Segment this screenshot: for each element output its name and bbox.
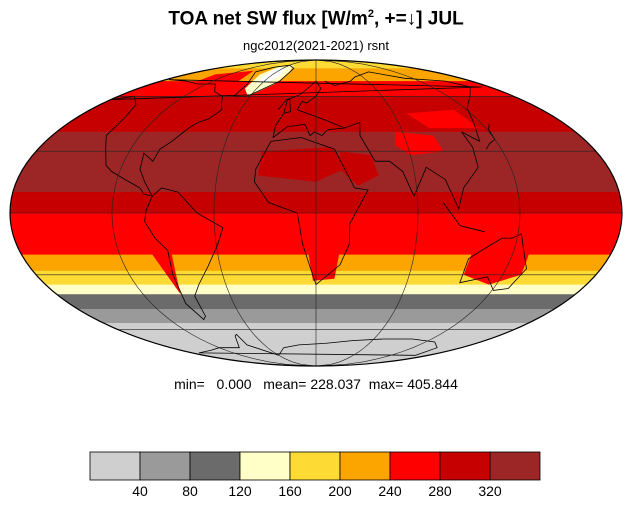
- meridian-line: [213, 60, 317, 366]
- colorbar-swatch: [289, 451, 341, 481]
- colorbar-tick-label: 80: [182, 483, 198, 499]
- asia-coast: [324, 71, 481, 211]
- meridian-line: [315, 60, 419, 366]
- max-value: 405.844: [407, 376, 458, 392]
- greenland-core-patch: [256, 68, 286, 84]
- meridian-line: [315, 60, 521, 366]
- map-title: TOA net SW flux [W/m2, +=↓] JUL: [0, 8, 632, 30]
- colorbar-tick-label: 160: [278, 483, 302, 499]
- colorbar-tick-label: 120: [228, 483, 252, 499]
- east-asia-patch: [406, 109, 479, 128]
- title-superscript: 2: [367, 8, 374, 20]
- colorbar-swatch: [139, 451, 191, 481]
- colorbar-tick-label: 280: [428, 483, 452, 499]
- north-america-coast: [105, 79, 482, 197]
- min-value: 0.000: [216, 376, 252, 392]
- colorbar-swatch: [239, 451, 291, 481]
- map-panel: [0, 58, 632, 368]
- colorbar-swatch: [439, 451, 491, 481]
- australia-patch: [463, 250, 531, 285]
- mean-label: mean=: [263, 376, 307, 392]
- antarctica-coast: [198, 333, 438, 356]
- andes-patch: [149, 223, 181, 295]
- britain-coast: [277, 99, 291, 114]
- arctic-canada-patch: [177, 70, 254, 94]
- indonesia-coast: [442, 202, 485, 233]
- stats-line: min= 0.000 mean= 228.037 max= 405.844: [0, 376, 632, 392]
- sahara-patch: [258, 147, 349, 182]
- itcz-pacific-patch: [79, 192, 622, 213]
- coastlines: [105, 64, 527, 356]
- colorbar-tick-label: 200: [328, 483, 352, 499]
- south-america-coast: [144, 187, 224, 321]
- colorbar-swatch: [489, 451, 541, 481]
- europe-coast: [272, 80, 346, 139]
- tibet-patch: [395, 131, 444, 156]
- mean-value: 228.037: [310, 376, 361, 392]
- colorbar: 40 80 120 160 200 240 280 320: [0, 448, 632, 506]
- colorbar-swatch: [389, 451, 441, 481]
- meridian-line: [111, 60, 317, 366]
- colorbar-svg: 40 80 120 160 200 240 280 320: [89, 451, 541, 499]
- title-rest: , +=↓] JUL: [373, 8, 464, 30]
- colorbar-swatch: [339, 451, 391, 481]
- africa-coast: [253, 137, 369, 286]
- map-subtitle: ngc2012(2021-2021) rsnt: [243, 38, 389, 53]
- colorbar-tick-label: 240: [378, 483, 402, 499]
- colorbar-tick-label: 320: [478, 483, 502, 499]
- world-map: [9, 59, 623, 367]
- colorbar-swatch: [89, 451, 141, 481]
- title-main: TOA net SW flux [W/m: [168, 8, 368, 30]
- max-label: max=: [368, 376, 404, 392]
- flux-regional-patches: [79, 65, 622, 295]
- australia-coast: [459, 233, 527, 291]
- colorbar-swatch: [189, 451, 241, 481]
- colorbar-tick-label: 40: [132, 483, 148, 499]
- graticule: [10, 60, 622, 366]
- map-border: [9, 59, 623, 367]
- min-label: min=: [174, 376, 205, 392]
